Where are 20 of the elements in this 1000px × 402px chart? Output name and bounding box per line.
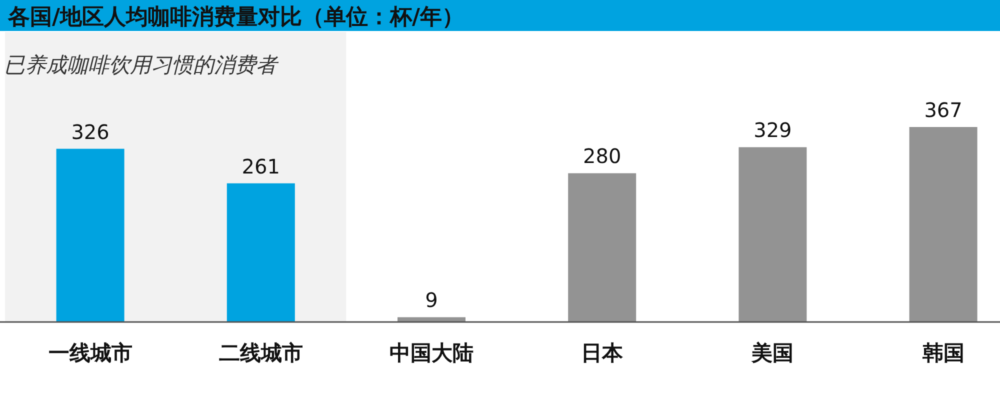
data-label: 367: [924, 98, 962, 122]
data-label: 329: [754, 118, 792, 142]
x-tick-label: 日本: [581, 341, 624, 365]
x-tick-label: 中国大陆: [390, 341, 474, 365]
band-label: 已养成咖啡饮用习惯的消费者: [4, 53, 279, 77]
data-label: 9: [425, 288, 438, 312]
x-tick-label: 二线城市: [218, 341, 303, 365]
x-tick-label: 美国: [750, 341, 794, 365]
data-label: 326: [71, 120, 110, 144]
data-label: 261: [242, 154, 280, 178]
chart-title: 各国/地区人均咖啡消费量对比（单位：杯/年）: [7, 5, 464, 30]
bar: [568, 173, 636, 322]
bar: [56, 148, 124, 322]
data-label: 280: [583, 144, 622, 168]
x-tick-label: 韩国: [921, 341, 964, 365]
bar: [226, 183, 295, 322]
bar: [738, 147, 807, 322]
bar: [398, 317, 466, 322]
bar: [909, 127, 978, 322]
x-tick-label: 一线城市: [48, 341, 132, 365]
